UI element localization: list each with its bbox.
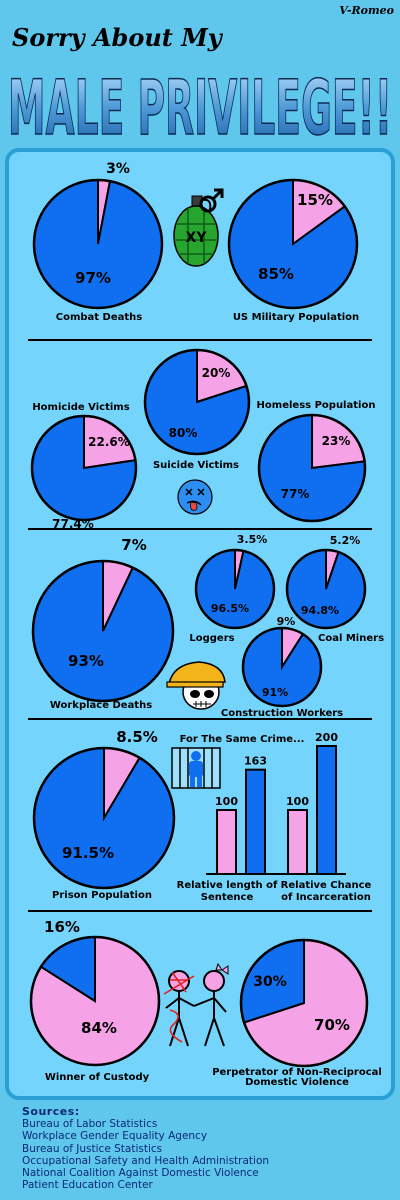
pie-data-label: 23%	[322, 434, 351, 448]
bar-value-label: 200	[315, 731, 338, 744]
pie-title: Homicide Victims	[32, 402, 129, 413]
pie-title: Perpetrator of Non-Reciprocal	[212, 1067, 382, 1078]
sources-block: Sources: Bureau of Labor Statistics Work…	[22, 1105, 392, 1192]
pie-title: US Military Population	[233, 312, 359, 323]
pie-data-label: 16%	[44, 918, 80, 936]
sources-heading: Sources:	[22, 1105, 80, 1118]
bar-male	[245, 768, 266, 875]
pie-outline	[285, 548, 367, 630]
pie-outline	[241, 626, 323, 708]
source-item: Bureau of Justice Statistics	[22, 1142, 163, 1155]
bar-category-label: Relative Chance	[281, 880, 372, 891]
pie-data-label: 22.6%	[88, 435, 130, 449]
pie-title: Suicide Victims	[153, 460, 239, 471]
source-item: Occupational Safety and Health Administr…	[22, 1154, 270, 1167]
bar-category-label: of Incarceration	[281, 892, 371, 903]
pie-title: Workplace Deaths	[50, 700, 152, 711]
bar-category-label: Relative length of	[177, 880, 278, 891]
pie-data-label: 91%	[262, 686, 288, 699]
pie-outline	[257, 413, 367, 523]
pie-outline	[32, 178, 164, 310]
bar-value-label: 100	[215, 795, 238, 808]
pie-data-label: 93%	[68, 652, 104, 670]
source-item: Patient Education Center	[22, 1179, 153, 1192]
bar-value-label: 163	[244, 755, 267, 768]
pie-data-label: 5.2%	[330, 534, 361, 547]
source-item: Bureau of Labor Statistics	[22, 1118, 158, 1131]
male-symbol-icon	[199, 188, 224, 213]
stick-couple-icon	[163, 962, 229, 1047]
author-signature: V-Romeo	[339, 4, 394, 17]
pie-outline	[143, 348, 251, 456]
pie-title: Winner of Custody	[45, 1072, 150, 1083]
prisoner-icon	[171, 747, 221, 789]
pie-title: Construction Workers	[221, 708, 343, 719]
bar-category-label: Sentence	[201, 892, 254, 903]
pie-outline	[32, 746, 176, 890]
svg-text:XY: XY	[186, 230, 208, 246]
source-item: Workplace Gender Equality Agency	[22, 1130, 208, 1143]
pie-data-label: 3.5%	[237, 533, 268, 546]
pie-title: Domestic Violence	[245, 1077, 349, 1088]
pie-data-label: 91.5%	[62, 844, 114, 862]
pie-data-label: 94.8%	[301, 604, 339, 617]
pie-data-label: 70%	[314, 1016, 350, 1034]
bar-female	[287, 809, 308, 875]
pie-data-label: 20%	[202, 366, 231, 380]
pie-data-label: 96.5%	[211, 602, 249, 615]
pie-outline	[29, 935, 161, 1067]
pie-data-label: 85%	[258, 265, 294, 283]
bar-female	[216, 809, 237, 875]
pie-title: Loggers	[189, 633, 234, 644]
pie-data-label: 9%	[277, 615, 296, 628]
charts-layer: 97% 3% Combat Deaths 85% 15% US Military Popu…	[29, 161, 384, 1088]
page-title: MALE PRIVILEGE!!	[8, 63, 392, 152]
dead-face-icon	[177, 479, 213, 515]
pie-outline	[31, 559, 175, 703]
pie-outline	[239, 938, 369, 1068]
pie-data-label: 77%	[281, 487, 310, 501]
pie-data-label: 8.5%	[116, 728, 158, 746]
hardhat-skull-icon	[166, 661, 226, 710]
source-item: National Coalition Against Domestic Viol…	[22, 1167, 259, 1180]
pie-outline	[227, 178, 359, 310]
bar-male	[316, 745, 337, 875]
pie-data-label: 77.4%	[52, 517, 94, 531]
pie-data-label: 3%	[106, 161, 130, 177]
page-subtitle: Sorry About My	[12, 23, 224, 52]
pie-data-label: 80%	[169, 426, 198, 440]
pie-outline	[194, 548, 276, 630]
bar-value-label: 100	[286, 795, 309, 808]
section-dividers	[28, 339, 372, 912]
pie-title: Coal Miners	[318, 633, 384, 644]
pie-data-label: 30%	[253, 974, 287, 990]
pie-data-label: 97%	[75, 269, 111, 287]
pie-title: Homeless Population	[257, 400, 376, 411]
pie-title: Prison Population	[52, 890, 152, 901]
pie-data-label: 7%	[121, 536, 146, 554]
bar-chart-title: For The Same Crime...	[180, 734, 305, 745]
pie-data-label: 15%	[297, 191, 333, 209]
pie-outline	[30, 414, 138, 522]
pie-title: Combat Deaths	[56, 312, 143, 323]
pie-data-label: 84%	[81, 1019, 117, 1037]
